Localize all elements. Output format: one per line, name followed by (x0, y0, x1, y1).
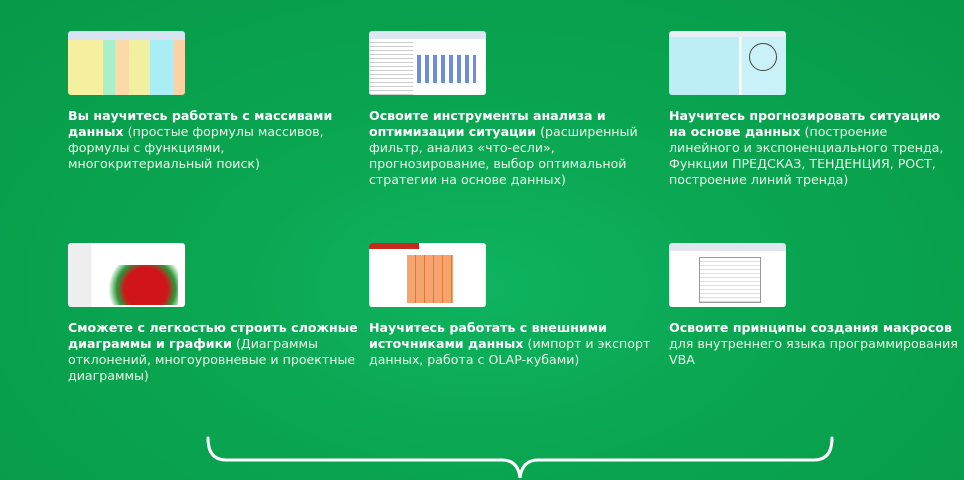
feature-title: Освоите принципы создания макросов (669, 320, 952, 335)
feature-details: для внутреннего языка программирования V… (669, 336, 958, 367)
feature-card-analysis: Освоите инструменты анализа и оптимизаци… (369, 31, 659, 188)
thumbnail-image (369, 243, 486, 307)
feature-details: (расширенный фильтр, анализ «что-если», … (369, 124, 638, 187)
feature-details: (простые формулы массивов, формулы с фун… (68, 124, 324, 171)
feature-details: (построение линейного и экспоненциальног… (669, 124, 944, 187)
feature-description: Сможете с легкостью строить сложные диаг… (68, 320, 358, 384)
feature-details: (импорт и экспорт данных, работа с OLAP-… (369, 336, 651, 367)
feature-title: Научитесь работать с внешними источникам… (369, 320, 607, 351)
feature-card-forecast: Научитесь прогнозировать ситуацию на осн… (669, 31, 959, 188)
feature-description: Вы научитесь работать с массивами данных… (68, 108, 358, 172)
curly-brace-decoration (206, 436, 834, 479)
feature-title: Освоите инструменты анализа и оптимизаци… (369, 108, 606, 139)
feature-description: Освоите инструменты анализа и оптимизаци… (369, 108, 659, 188)
thumbnail-image (68, 243, 185, 307)
feature-title: Вы научитесь работать с массивами данных (68, 108, 333, 139)
thumbnail-image (669, 243, 786, 307)
feature-card-charts: Сможете с легкостью строить сложные диаг… (68, 243, 358, 384)
feature-description: Освоите принципы создания макросов для в… (669, 320, 959, 368)
feature-description: Научитесь работать с внешними источникам… (369, 320, 659, 368)
thumbnail-image (68, 31, 185, 95)
thumbnail-image (369, 31, 486, 95)
feature-card-arrays: Вы научитесь работать с массивами данных… (68, 31, 358, 172)
feature-title: Научитесь прогнозировать ситуацию на осн… (669, 108, 941, 139)
feature-title: Сможете с легкостью строить сложные диаг… (68, 320, 358, 351)
feature-details: (Диаграммы отклонений, многоуровневые и … (68, 336, 356, 383)
feature-description: Научитесь прогнозировать ситуацию на осн… (669, 108, 959, 188)
feature-card-macros: Освоите принципы создания макросов для в… (669, 243, 959, 368)
thumbnail-image (669, 31, 786, 95)
feature-card-external-data: Научитесь работать с внешними источникам… (369, 243, 659, 368)
